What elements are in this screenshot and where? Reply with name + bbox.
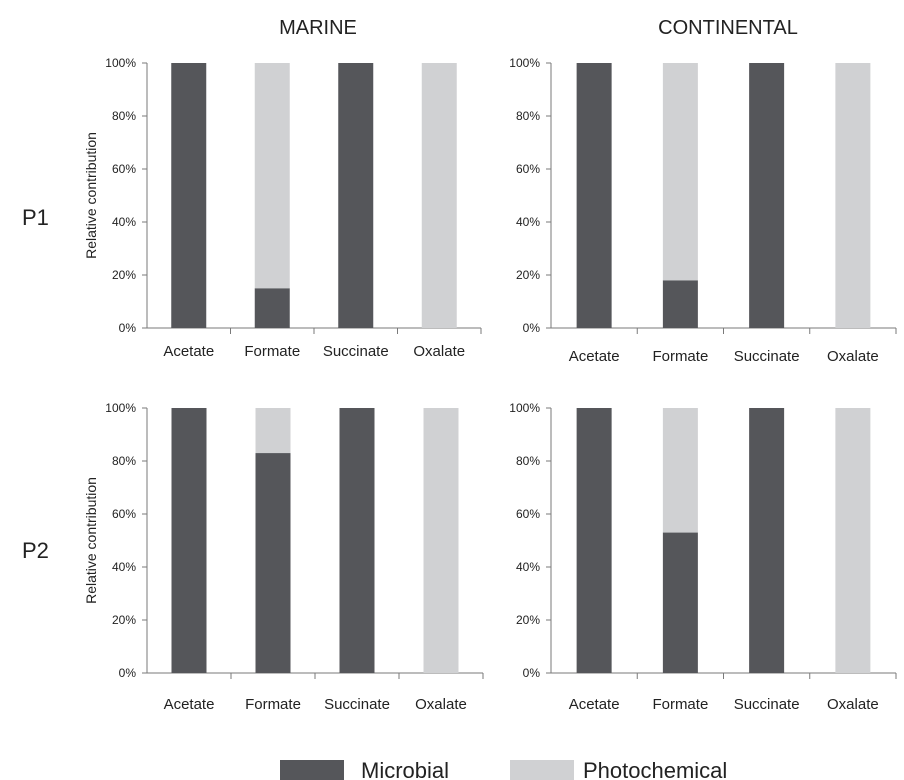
legend-label-microbial: Microbial bbox=[361, 758, 449, 780]
y-axis-title: Relative contribution bbox=[83, 477, 99, 604]
bar-photochemical-oxalate bbox=[835, 408, 871, 673]
x-tick-label: Formate bbox=[652, 348, 708, 365]
y-axis-title: Relative contribution bbox=[83, 132, 99, 259]
bar-microbial-succinate bbox=[339, 408, 375, 673]
legend-swatch-microbial bbox=[280, 760, 344, 780]
legend-swatch-photochemical bbox=[510, 760, 574, 780]
bar-microbial-succinate bbox=[338, 63, 374, 328]
bar-microbial-succinate bbox=[749, 63, 785, 328]
row-label-p1: P1 bbox=[22, 205, 49, 230]
x-tick-label: Formate bbox=[652, 696, 708, 713]
y-tick-label: 60% bbox=[112, 507, 136, 521]
chart-panel-p2-marine: 0% 20% 40% 60% 80% 100% Acetate Formate Succinat… bbox=[83, 401, 484, 713]
x-tick-label: Succinate bbox=[324, 696, 390, 713]
y-tick-label: 80% bbox=[112, 454, 136, 468]
bar-photochemical-formate bbox=[254, 63, 290, 289]
row-label-p2: P2 bbox=[22, 538, 49, 563]
legend: Microbial Photochemical bbox=[280, 758, 727, 780]
y-tick-label: 80% bbox=[112, 109, 136, 123]
bar-microbial-formate bbox=[662, 532, 698, 673]
legend-label-photochemical: Photochemical bbox=[583, 758, 727, 780]
y-tick-label: 0% bbox=[119, 321, 137, 335]
y-tick-label: 20% bbox=[516, 268, 540, 282]
x-tick-label: Formate bbox=[244, 343, 300, 360]
y-tick-label: 20% bbox=[516, 613, 540, 627]
y-tick-label: 40% bbox=[516, 215, 540, 229]
y-tick-label: 100% bbox=[105, 56, 136, 70]
bar-microbial-succinate bbox=[749, 408, 785, 673]
y-tick-label: 0% bbox=[119, 666, 137, 680]
y-tick-label: 100% bbox=[509, 401, 540, 415]
bar-microbial-acetate bbox=[171, 63, 207, 328]
bar-microbial-formate bbox=[662, 280, 698, 328]
x-tick-label: Oxalate bbox=[415, 696, 467, 713]
bar-microbial-formate bbox=[254, 288, 290, 328]
y-tick-label: 40% bbox=[516, 560, 540, 574]
bar-photochemical-formate bbox=[255, 408, 291, 454]
bar-photochemical-oxalate bbox=[421, 63, 457, 328]
x-tick-label: Oxalate bbox=[827, 348, 879, 365]
y-tick-label: 0% bbox=[523, 666, 541, 680]
bar-photochemical-oxalate bbox=[835, 63, 871, 328]
chart-panels: 0% 20% 40% 60% 80% 100% Acetate Formate Succinat… bbox=[83, 56, 897, 713]
y-tick-label: 60% bbox=[516, 162, 540, 176]
x-tick-label: Acetate bbox=[569, 696, 620, 713]
y-tick-label: 20% bbox=[112, 268, 136, 282]
bar-microbial-formate bbox=[255, 453, 291, 673]
bar-photochemical-formate bbox=[662, 63, 698, 281]
chart-panel-p1-marine: 0% 20% 40% 60% 80% 100% Acetate Formate Succinat… bbox=[83, 56, 482, 360]
y-tick-label: 60% bbox=[112, 162, 136, 176]
chart-panel-p2-continental: 0% 20% 40% 60% 80% 100% Acetate Formate Succinat… bbox=[509, 401, 897, 713]
column-title-continental: CONTINENTAL bbox=[658, 17, 798, 39]
chart-panel-p1-continental: 0% 20% 40% 60% 80% 100% Acetate Formate Succinat… bbox=[509, 56, 897, 365]
x-tick-label: Oxalate bbox=[827, 696, 879, 713]
bar-photochemical-oxalate bbox=[423, 408, 459, 673]
y-tick-label: 80% bbox=[516, 109, 540, 123]
y-tick-label: 40% bbox=[112, 560, 136, 574]
bar-photochemical-formate bbox=[662, 408, 698, 533]
bar-microbial-acetate bbox=[576, 63, 612, 328]
bar-microbial-acetate bbox=[171, 408, 207, 673]
x-tick-label: Succinate bbox=[734, 348, 800, 365]
x-tick-label: Oxalate bbox=[413, 343, 465, 360]
y-tick-label: 100% bbox=[105, 401, 136, 415]
x-tick-label: Acetate bbox=[163, 343, 214, 360]
column-title-marine: MARINE bbox=[279, 17, 357, 39]
x-tick-label: Succinate bbox=[323, 343, 389, 360]
y-tick-label: 20% bbox=[112, 613, 136, 627]
x-tick-label: Formate bbox=[245, 696, 301, 713]
y-tick-label: 40% bbox=[112, 215, 136, 229]
x-tick-label: Acetate bbox=[164, 696, 215, 713]
x-tick-label: Acetate bbox=[569, 348, 620, 365]
x-tick-label: Succinate bbox=[734, 696, 800, 713]
y-tick-label: 60% bbox=[516, 507, 540, 521]
y-tick-label: 0% bbox=[523, 321, 541, 335]
y-tick-label: 80% bbox=[516, 454, 540, 468]
y-tick-label: 100% bbox=[509, 56, 540, 70]
bar-microbial-acetate bbox=[576, 408, 612, 673]
